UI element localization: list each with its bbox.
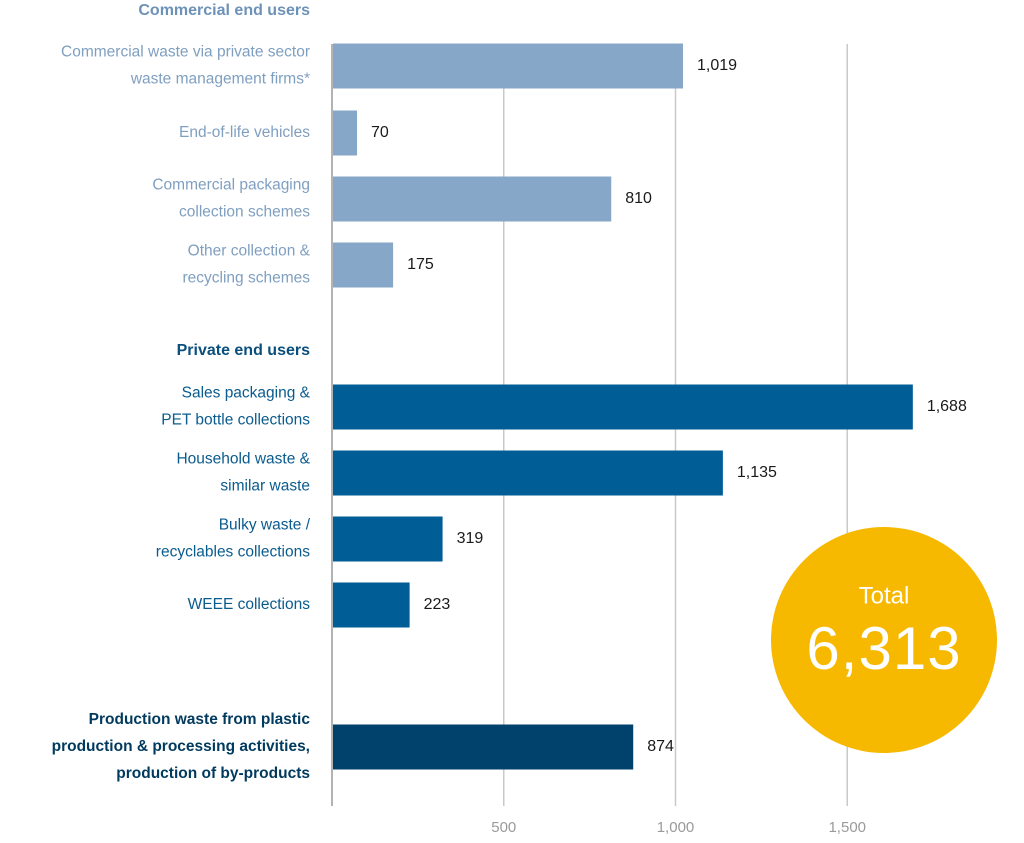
data-label: 175: [407, 256, 434, 273]
data-label: 70: [371, 124, 389, 141]
category-label-line: collection schemes: [179, 204, 310, 221]
bar: [333, 110, 358, 156]
category-label-line: similar waste: [220, 478, 310, 495]
category-label-line: Production waste from plastic: [89, 711, 311, 728]
data-label: 223: [424, 596, 451, 613]
category-label: WEEE collections: [188, 596, 311, 613]
category-label: Bulky waste / recyclables collections: [156, 517, 311, 561]
bar: [333, 176, 612, 222]
bar: [333, 43, 684, 89]
category-label-line: production & processing activities,: [52, 738, 310, 755]
data-label: 1,019: [697, 57, 737, 74]
category-label-line: Household waste &: [176, 451, 310, 468]
total-label: Total: [859, 582, 910, 609]
category-label-line: recycling schemes: [183, 270, 311, 287]
category-label-line: End-of-life vehicles: [179, 124, 310, 141]
category-label-line: Commercial packaging: [152, 177, 310, 194]
category-label: Other collection & recycling schemes: [183, 243, 311, 287]
bar: [333, 582, 410, 628]
category-label-line: waste management firms*: [130, 71, 310, 88]
category-label: Commercial waste via private sector waste…: [61, 44, 310, 88]
bar: [333, 242, 394, 288]
data-label: 874: [647, 738, 674, 755]
x-tick-label: 1,500: [828, 819, 866, 836]
total-value: 6,313: [806, 615, 961, 682]
x-tick-label: 1,000: [657, 819, 695, 836]
category-label: Production waste from plastic production …: [52, 711, 311, 782]
category-label-line: recyclables collections: [156, 544, 310, 561]
total-badge: [771, 527, 997, 753]
category-label-line: production of by-products: [116, 765, 310, 782]
category-label: Household waste & similar waste: [176, 451, 310, 495]
group-title: Private end users: [177, 342, 311, 359]
category-label: Commercial packaging collection schemes: [152, 177, 310, 221]
data-label: 1,135: [737, 464, 777, 481]
category-label-line: Commercial waste via private sector: [61, 44, 310, 61]
category-label: Sales packaging & PET bottle collections: [161, 385, 310, 429]
category-label-line: WEEE collections: [188, 596, 311, 613]
category-label-line: PET bottle collections: [161, 412, 310, 429]
category-label-line: Bulky waste /: [219, 517, 311, 534]
data-label: 319: [457, 530, 484, 547]
data-label: 810: [625, 190, 652, 207]
data-label: 1,688: [927, 398, 967, 415]
category-label-line: Sales packaging &: [182, 385, 311, 402]
category-label-line: Other collection &: [188, 243, 311, 260]
bar: [333, 450, 723, 496]
bar: [333, 724, 634, 770]
category-label: End-of-life vehicles: [179, 124, 310, 141]
group-title: Commercial end users: [138, 2, 310, 19]
x-tick-label: 500: [491, 819, 516, 836]
bar: [333, 384, 913, 430]
bar: [333, 516, 443, 562]
